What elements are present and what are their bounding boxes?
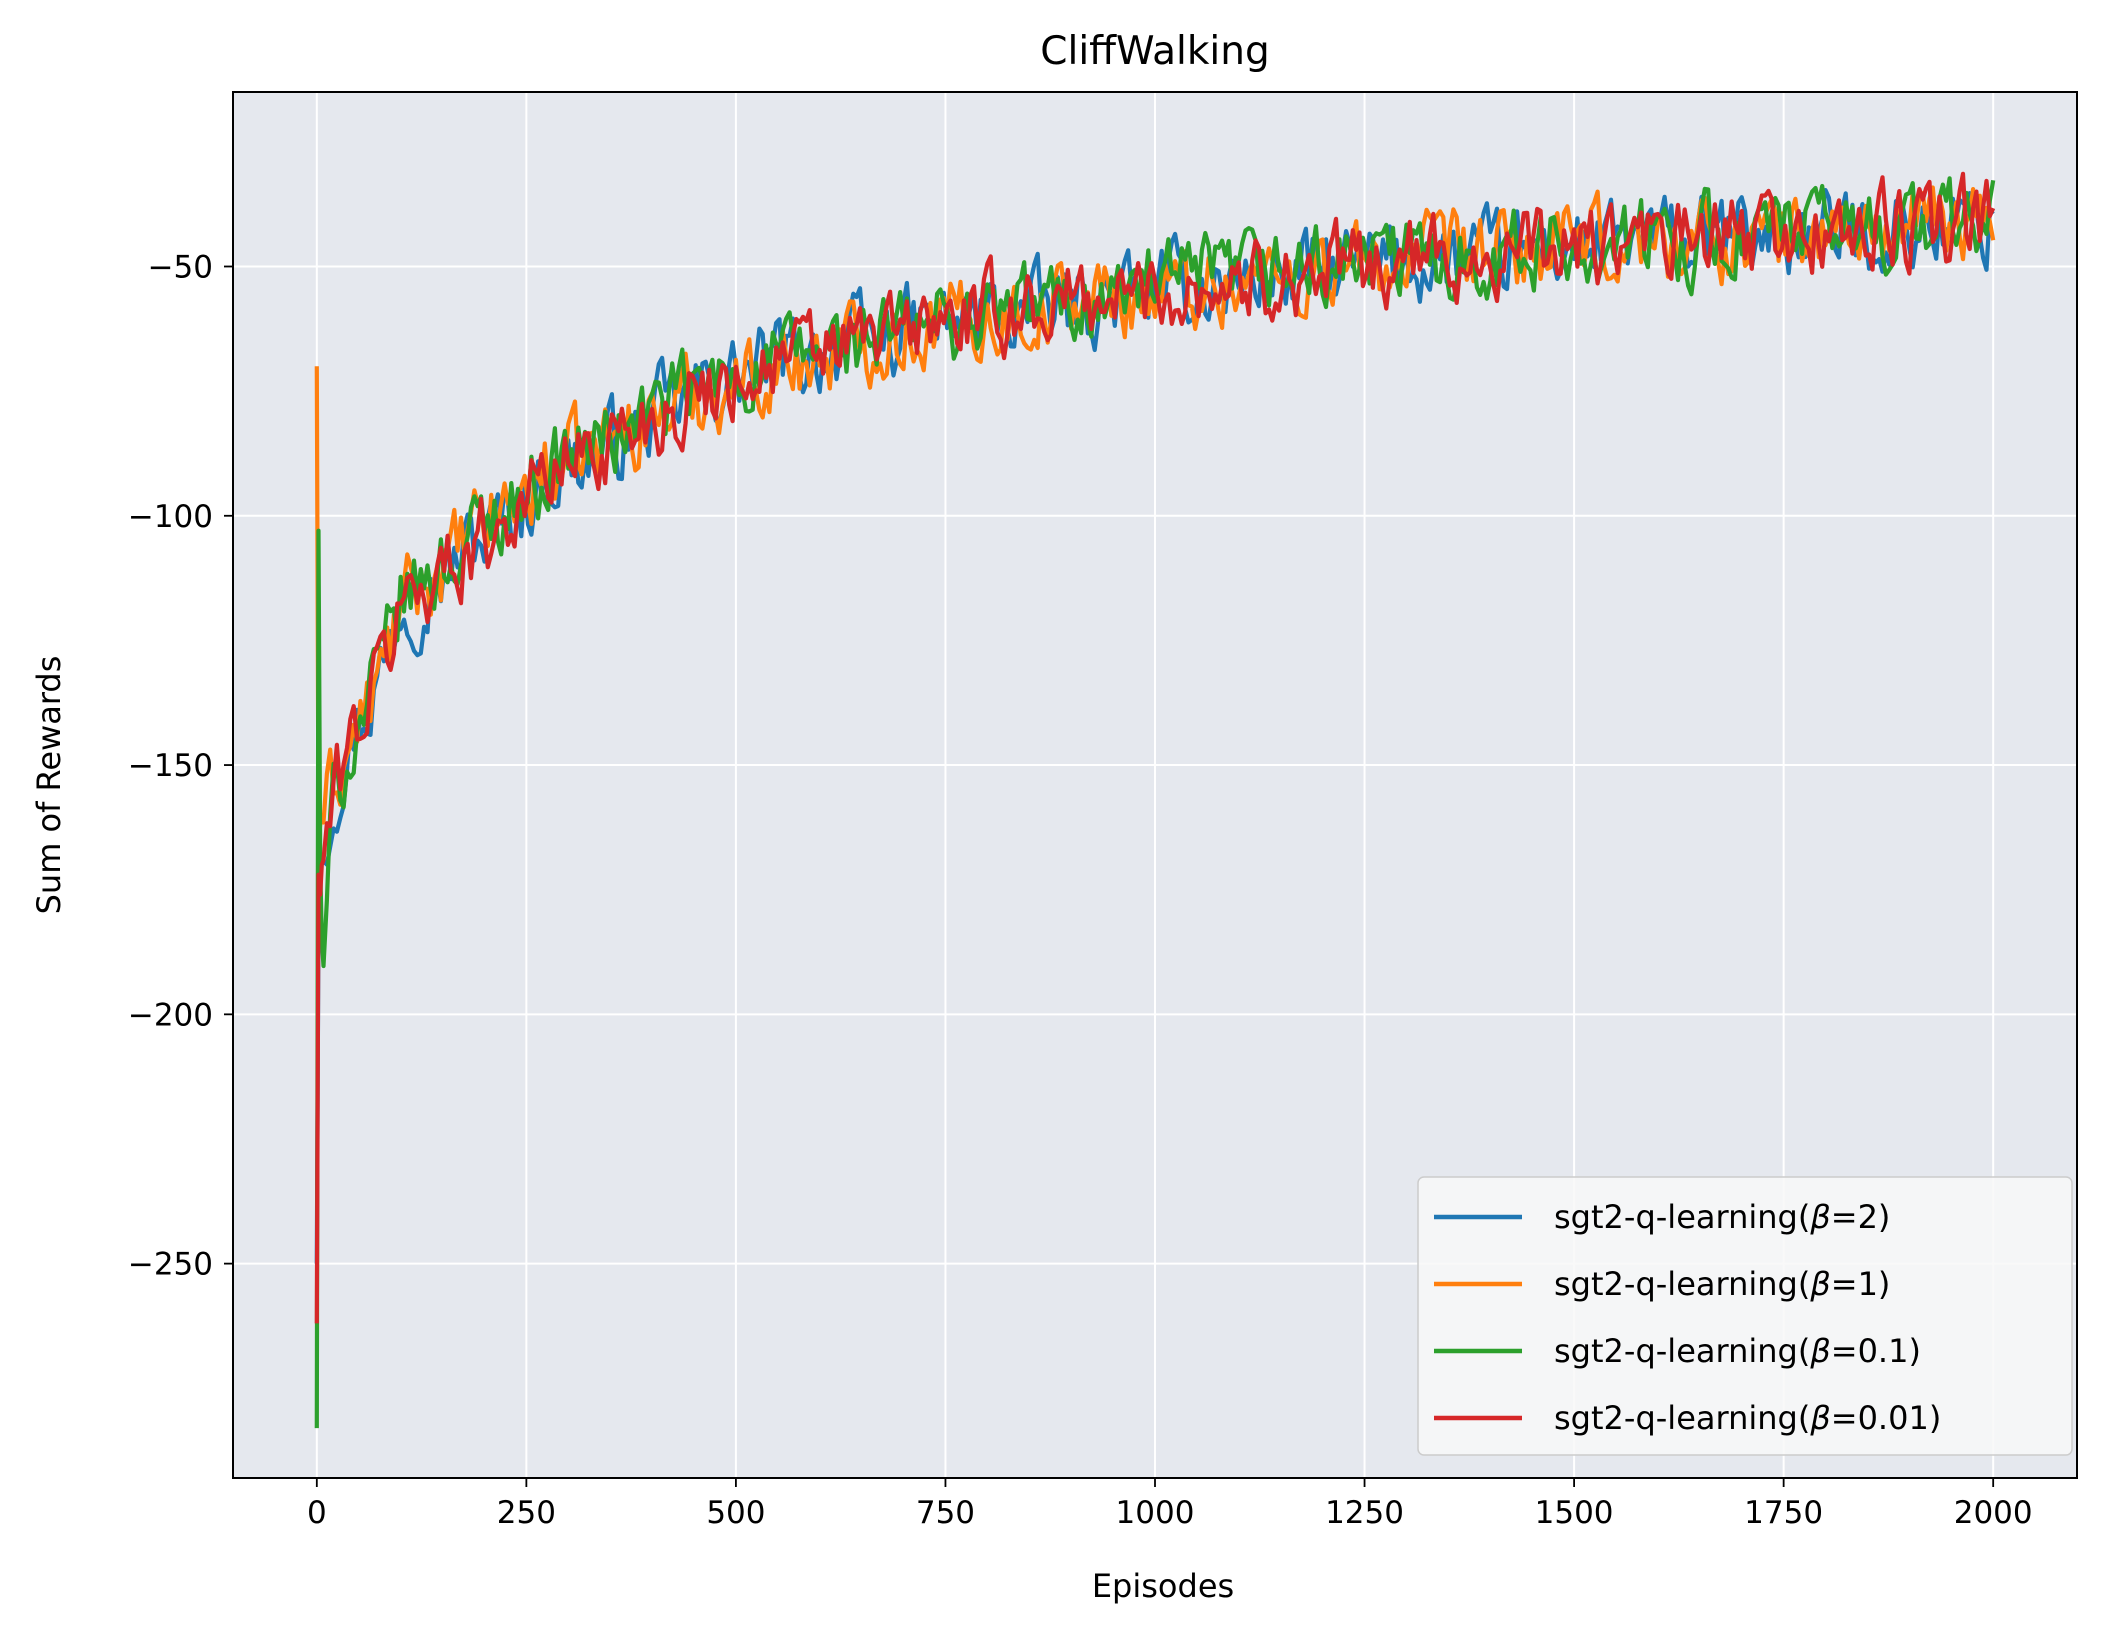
x-tick-label: 750 [916, 1495, 975, 1531]
y-tick-label: −250 [128, 1247, 213, 1283]
series-lines [314, 171, 1996, 1429]
series-line [314, 171, 1996, 1324]
x-tick-label: 1000 [1116, 1495, 1195, 1531]
y-tick-label: −100 [128, 499, 213, 535]
x-tick-label: 0 [307, 1495, 327, 1531]
y-tick-label: −150 [128, 748, 213, 784]
chart-title: CliffWalking [1040, 29, 1269, 74]
y-axis-title: Sum of Rewards [30, 656, 68, 915]
y-tick-label: −50 [148, 249, 213, 285]
x-tick-label: 1750 [1744, 1495, 1823, 1531]
x-tick-label: 1500 [1535, 1495, 1614, 1531]
x-tick-label: 1250 [1325, 1495, 1404, 1531]
legend-label: sgt2-q-learning(β=0.1) [1554, 1332, 1921, 1370]
y-tick-label: −200 [128, 997, 213, 1033]
legend-label: sgt2-q-learning(β=2) [1554, 1198, 1890, 1236]
legend-box [1417, 1176, 2073, 1456]
plot-frame [232, 91, 2078, 1479]
legend-label: sgt2-q-learning(β=0.01) [1554, 1399, 1941, 1437]
legend-label: sgt2-q-learning(β=1) [1554, 1265, 1890, 1303]
x-axis-title: Episodes [1092, 1567, 1234, 1605]
legend: sgt2-q-learning(β=2) sgt2-q-learning(β=1)… [1417, 1176, 2073, 1456]
x-tick-label: 500 [706, 1495, 765, 1531]
x-tick-label: 250 [497, 1495, 556, 1531]
x-axis-ticks: 0 250 500 750 1000 1250 1500 1750 2000 [307, 1478, 2033, 1531]
x-tick-label: 2000 [1954, 1495, 2033, 1531]
y-axis-ticks: −250 −200 −150 −100 −50 [128, 249, 233, 1283]
